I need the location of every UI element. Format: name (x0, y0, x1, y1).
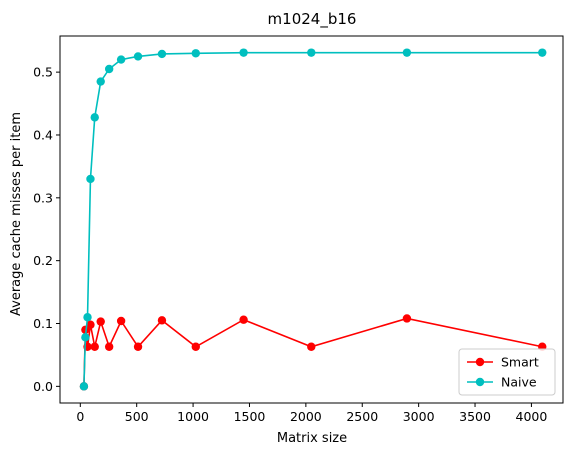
x-tick-label: 2000 (290, 409, 322, 424)
data-point-smart (307, 342, 316, 351)
x-tick-label: 2500 (346, 409, 378, 424)
data-point-naive (79, 382, 89, 391)
data-point-smart (157, 316, 167, 325)
y-tick-label: 0.4 (33, 127, 53, 142)
x-tick-label: 3500 (459, 409, 491, 424)
y-axis: 0.0 0.1 0.2 0.3 0.4 0.5 (33, 65, 60, 394)
x-tick-label: 4000 (516, 409, 548, 424)
data-point-naive (83, 313, 92, 322)
data-point-naive (86, 174, 95, 184)
x-tick-label: 1000 (177, 409, 209, 424)
data-point-naive (90, 113, 99, 122)
data-point-naive (116, 55, 126, 64)
data-point-naive (81, 333, 90, 342)
legend-marker-naive (475, 377, 485, 387)
axes-frame (59, 35, 564, 404)
data-point-smart (90, 342, 99, 351)
x-tick-label: 1500 (234, 409, 266, 424)
data-point-naive (104, 64, 114, 74)
legend-label-smart: Smart (501, 355, 539, 370)
legend-label-naive: Naive (501, 375, 537, 390)
x-tick-label: 3000 (403, 409, 435, 424)
data-point-naive (157, 49, 167, 59)
data-point-naive (538, 48, 547, 57)
data-point-smart (104, 342, 114, 351)
y-tick-label: 0.1 (33, 316, 53, 331)
data-point-naive (402, 48, 412, 57)
data-point-smart (239, 315, 248, 324)
series-layer (79, 48, 547, 391)
y-axis-label: Average cache misses per item (9, 112, 24, 316)
data-point-naive (307, 48, 316, 57)
data-point-smart (86, 320, 95, 329)
x-tick-label: 500 (125, 409, 149, 424)
y-tick-label: 0.0 (33, 379, 53, 394)
data-point-naive (133, 52, 143, 61)
data-point-naive (96, 77, 105, 86)
data-point-naive (239, 48, 248, 57)
x-axis: 0 500 1000 1500 2000 2500 3000 3500 4000 (76, 403, 547, 424)
y-tick-label: 0.3 (33, 190, 53, 205)
y-tick-label: 0.2 (33, 253, 53, 268)
data-point-smart (402, 314, 412, 323)
data-point-smart (116, 316, 126, 326)
x-tick-label: 0 (76, 409, 84, 424)
x-axis-label: Matrix size (277, 431, 347, 446)
y-tick-label: 0.5 (33, 65, 53, 80)
chart-title: m1024_b16 (268, 10, 357, 29)
data-point-naive (191, 49, 200, 58)
legend: Smart Naive (458, 348, 556, 396)
legend-marker-smart (475, 357, 485, 367)
data-point-smart (96, 317, 105, 326)
data-point-smart (133, 342, 143, 351)
data-point-smart (191, 342, 200, 351)
